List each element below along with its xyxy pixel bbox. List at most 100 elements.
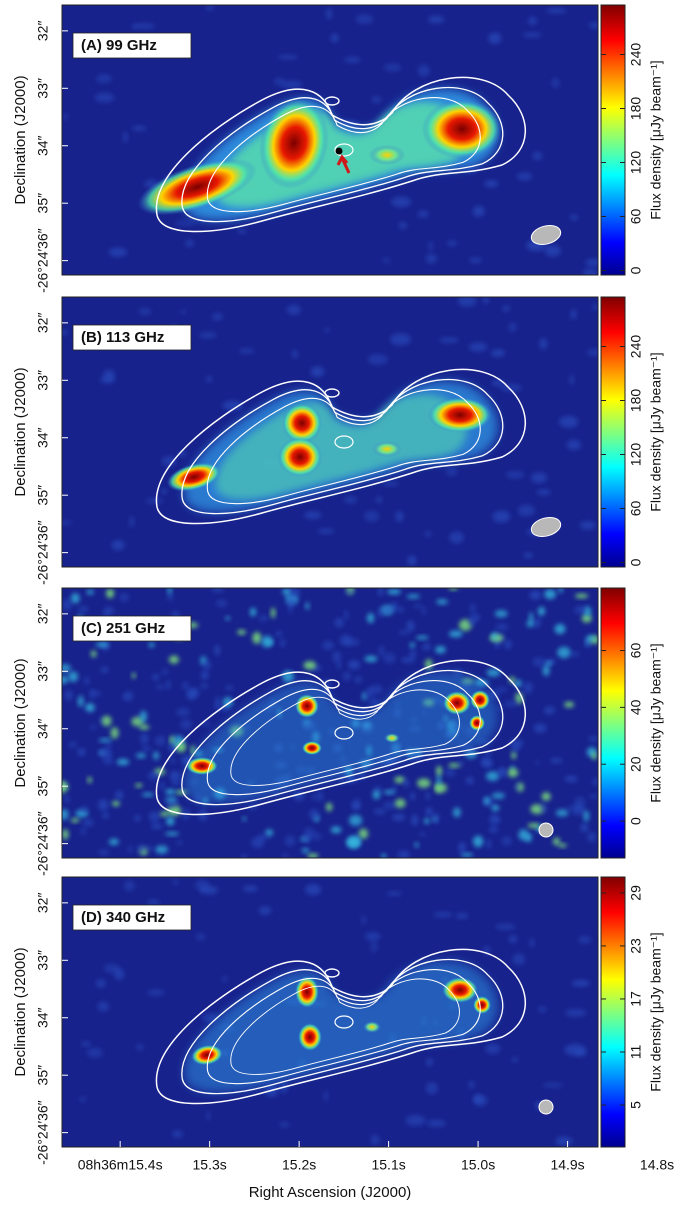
noise [510,739,523,748]
noise [185,240,193,247]
noise [274,78,285,85]
noise [335,618,344,628]
noise [399,222,407,229]
noise [422,606,426,615]
noise [523,682,533,694]
noise [137,844,145,852]
noise [124,691,133,701]
noise [237,630,246,635]
noise [237,228,247,233]
noise [196,933,206,940]
noise [324,1090,328,1101]
noise [214,645,220,656]
noise [140,733,148,745]
noise [170,736,174,744]
noise [377,608,383,617]
noise [182,682,189,690]
noise [132,673,136,679]
noise [62,114,68,120]
noise [383,607,395,613]
noise [436,599,448,605]
noise [517,172,532,180]
colorbar-tick-label: 120 [628,443,644,467]
noise [155,845,168,853]
noise [102,716,112,727]
noise [493,511,511,523]
noise [64,690,72,700]
noise [530,938,535,948]
noise [134,815,140,822]
noise [324,328,329,333]
colorbar-label: Flux density [μJy beam⁻¹] [648,643,664,802]
noise [553,838,560,846]
noise [104,607,114,615]
marker-dot [336,148,343,155]
noise [331,826,342,833]
noise [585,259,603,266]
x-tick-label: 14.8s [640,1157,674,1173]
noise [404,779,409,788]
colorbar-tick-label: 240 [628,43,644,67]
noise [151,823,162,829]
noise [169,655,179,663]
noise [570,375,575,385]
noise [482,761,493,768]
noise [148,771,159,780]
noise [574,606,586,614]
noise [486,839,491,849]
noise [141,746,151,750]
noise [543,1083,564,1088]
emission-blob [473,996,491,1014]
noise [112,801,120,807]
noise [495,610,508,618]
noise [426,1058,432,1066]
noise [361,914,365,925]
noise [531,472,547,483]
noise [180,719,191,730]
x-tick-label: 15.3s [193,1157,227,1173]
colorbar-tick-label: 180 [628,97,644,121]
noise [166,680,170,690]
noise [57,676,69,684]
noise [407,621,415,632]
emission-blob [372,441,402,457]
noise [212,586,224,592]
noise [555,1136,572,1146]
noise [506,471,525,479]
noise [332,651,341,663]
noise [304,661,317,670]
noise [424,818,430,824]
noise [395,799,406,808]
noise [331,34,339,43]
noise [428,16,444,24]
noise [418,210,429,217]
noise [530,591,541,600]
noise [84,676,90,685]
noise [539,338,547,350]
noise [279,1122,289,1127]
noise [491,805,499,812]
noise [575,594,588,599]
noise [486,771,499,781]
noise [136,753,146,758]
noise [175,220,197,225]
colorbar-tick-label: 60 [628,209,644,225]
noise [435,646,446,654]
noise [436,766,442,777]
noise [337,662,341,669]
noise [545,245,561,257]
noise [559,416,578,428]
noise [580,521,596,530]
noise [78,606,89,613]
colorbar-tick-label: 60 [628,501,644,517]
noise [195,880,209,891]
colorbar-tick-label: 40 [628,699,644,715]
noise [513,954,525,966]
colorbar-tick-label: 11 [628,1045,644,1060]
emission-blob [428,397,492,433]
noise [129,516,133,527]
noise [318,529,334,534]
noise [407,556,417,566]
panel: (B) 113 GHz32″33″34″35″-26°24′36″Declina… [12,295,664,585]
noise [544,589,556,599]
